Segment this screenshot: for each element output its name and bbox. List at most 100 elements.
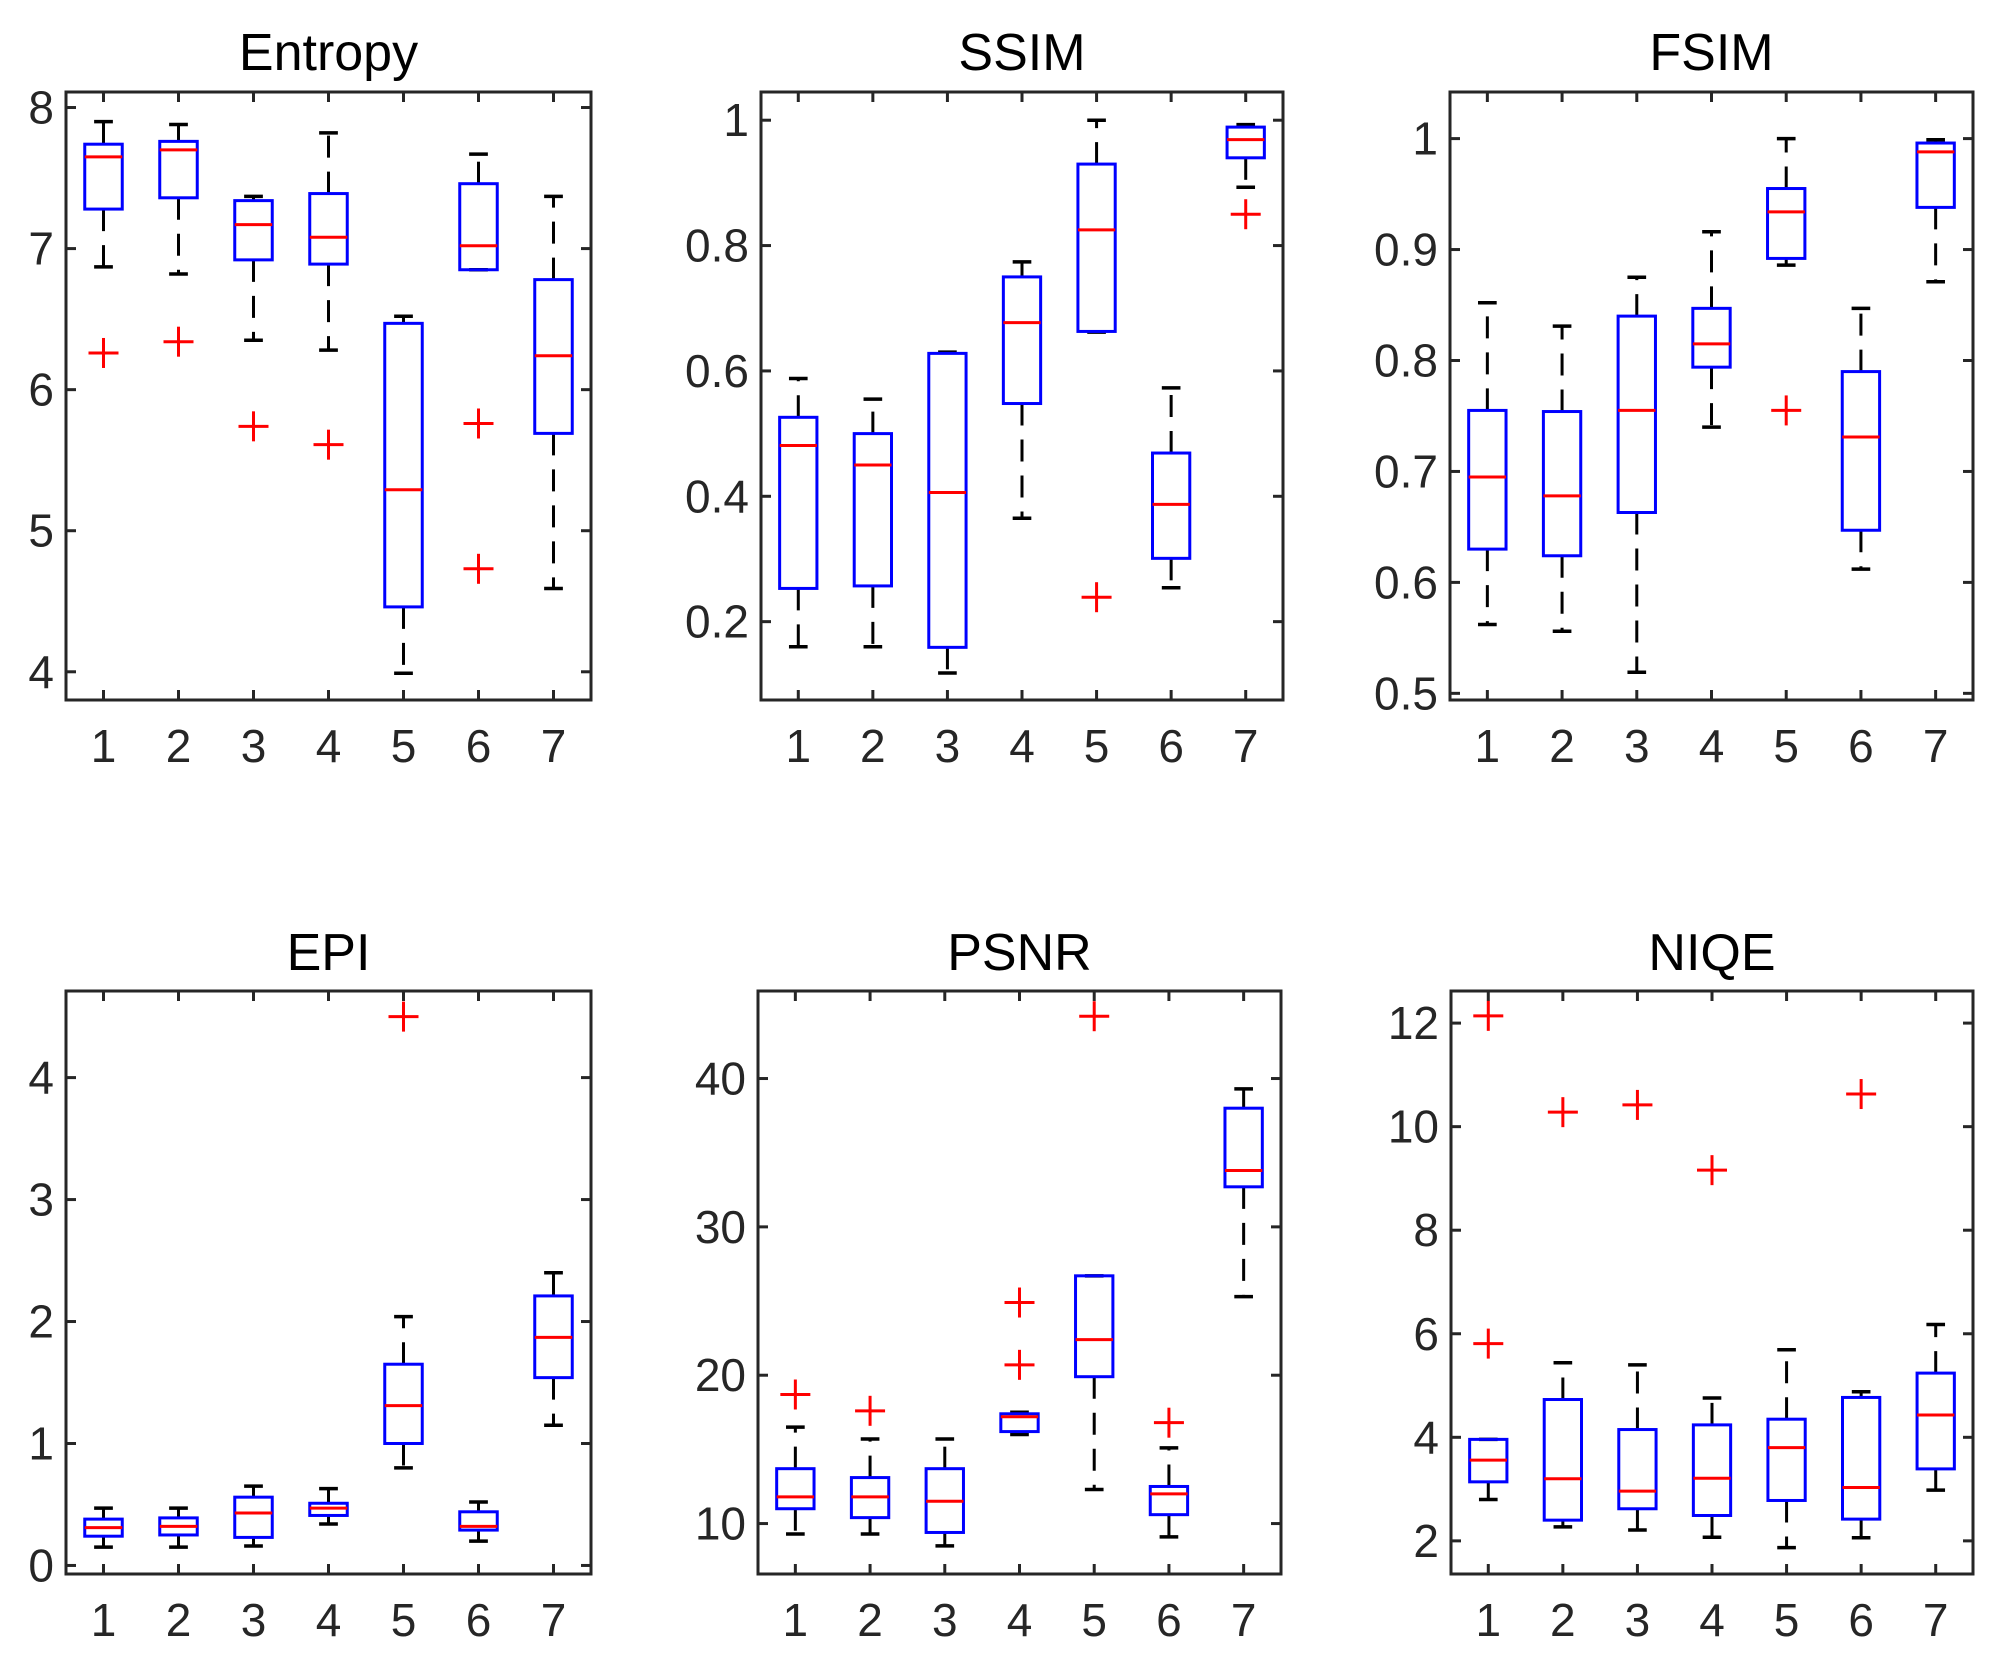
iqr-box	[852, 432, 894, 588]
outlier-marker	[388, 1001, 419, 1032]
epi-ytick-label: 0	[28, 1539, 54, 1591]
niqe-xtick-label: 2	[1550, 1594, 1576, 1646]
epi-ytick-label: 2	[28, 1296, 54, 1348]
niqe-title: NIQE	[1648, 924, 1775, 982]
iqr-box	[458, 1510, 499, 1532]
entropy-ytick-label: 7	[28, 223, 54, 275]
fsim-xtick-label: 6	[1848, 720, 1874, 772]
outlier-marker	[463, 408, 494, 439]
entropy-title: Entropy	[239, 24, 418, 82]
fsim-box-1	[1467, 301, 1508, 627]
iqr-box	[1223, 1106, 1264, 1189]
niqe-box-4	[1691, 1155, 1733, 1539]
epi-box-4	[308, 1486, 349, 1526]
iqr-box	[1148, 1484, 1190, 1517]
entropy-xtick-label: 5	[391, 720, 417, 772]
outlier-marker	[1622, 1089, 1653, 1120]
entropy-xtick-label: 4	[316, 720, 342, 772]
ssim-box-1	[778, 376, 819, 649]
fsim-ytick-label: 0.9	[1374, 224, 1438, 276]
entropy-xtick-label: 6	[466, 720, 492, 772]
niqe-xtick-label: 1	[1475, 1594, 1501, 1646]
entropy-ytick-label: 8	[28, 82, 54, 134]
outlier-marker	[463, 553, 494, 584]
entropy-ytick-label: 6	[28, 364, 54, 416]
epi-xtick-label: 4	[316, 1594, 342, 1646]
entropy-box-3	[233, 194, 274, 442]
entropy-box-6	[458, 152, 499, 584]
fsim-xtick-label: 1	[1475, 720, 1501, 772]
niqe-ytick-label: 2	[1413, 1515, 1439, 1567]
outlier-marker	[313, 429, 344, 460]
niqe-ytick-label: 10	[1388, 1101, 1439, 1153]
epi-box-7	[533, 1270, 574, 1427]
outlier-marker	[1153, 1407, 1184, 1438]
fsim-title: FSIM	[1649, 24, 1773, 82]
fsim-ytick-label: 0.6	[1374, 556, 1438, 608]
epi-xtick-label: 2	[166, 1594, 192, 1646]
niqe-ytick-label: 4	[1413, 1411, 1439, 1463]
iqr-box	[458, 182, 499, 272]
psnr-box-4	[999, 1287, 1040, 1437]
fsim-ytick-label: 0.8	[1374, 334, 1438, 386]
iqr-box	[1617, 1428, 1658, 1511]
iqr-box	[1225, 125, 1266, 160]
fsim-ytick-label: 1	[1412, 113, 1438, 165]
niqe-box-5	[1766, 1348, 1807, 1550]
ssim-ytick-label: 0.4	[685, 470, 749, 522]
iqr-box	[1074, 1274, 1115, 1379]
outlier-marker	[1230, 199, 1261, 230]
psnr-title: PSNR	[947, 924, 1091, 982]
fsim-box-5	[1766, 136, 1807, 426]
iqr-box	[1691, 1423, 1733, 1517]
niqe-axes	[1449, 989, 1975, 1576]
ssim-box-3	[927, 350, 968, 675]
entropy-box-2	[158, 122, 199, 357]
iqr-box	[1541, 410, 1583, 558]
iqr-box	[158, 139, 199, 200]
epi-ytick-label: 1	[28, 1417, 54, 1469]
ssim-ytick-label: 0.6	[685, 345, 749, 397]
epi-xtick-label: 1	[91, 1594, 117, 1646]
niqe-box-3	[1617, 1089, 1658, 1532]
epi-box-3	[233, 1484, 274, 1548]
epi-box-1	[83, 1506, 124, 1549]
epi-ytick-label: 3	[28, 1174, 54, 1226]
epi-xtick-label: 3	[241, 1594, 267, 1646]
fsim-box-6	[1840, 306, 1882, 571]
entropy-xtick-label: 2	[166, 720, 192, 772]
iqr-box	[233, 1495, 274, 1539]
iqr-box	[233, 199, 274, 262]
fsim-box-7	[1915, 137, 1956, 284]
outlier-marker	[1004, 1287, 1035, 1318]
iqr-box	[1915, 141, 1956, 209]
ssim-xtick-label: 5	[1084, 720, 1110, 772]
epi-xtick-label: 5	[391, 1594, 417, 1646]
ssim-box-5	[1076, 118, 1117, 613]
ssim-xtick-label: 1	[785, 720, 811, 772]
iqr-box	[1542, 1398, 1583, 1522]
ssim-axes	[759, 90, 1285, 702]
epi-axes	[64, 989, 593, 1576]
iqr-box	[778, 415, 819, 590]
iqr-box	[383, 321, 424, 609]
ssim-box-7	[1225, 122, 1266, 230]
psnr-ytick-label: 40	[695, 1053, 746, 1105]
outlier-marker	[88, 337, 119, 368]
psnr-box-6	[1148, 1407, 1190, 1539]
entropy-box-5	[383, 314, 424, 675]
niqe-ytick-label: 6	[1413, 1308, 1439, 1360]
niqe-box-2	[1542, 1097, 1583, 1529]
epi-xtick-label: 7	[541, 1594, 567, 1646]
iqr-box	[1840, 370, 1882, 532]
epi-xtick-label: 6	[466, 1594, 492, 1646]
iqr-box	[383, 1362, 424, 1445]
iqr-box	[1076, 162, 1117, 333]
iqr-box	[1766, 1417, 1807, 1502]
outlier-marker	[1081, 582, 1112, 613]
fsim-ytick-label: 0.7	[1374, 445, 1438, 497]
psnr-ytick-label: 30	[695, 1201, 746, 1253]
